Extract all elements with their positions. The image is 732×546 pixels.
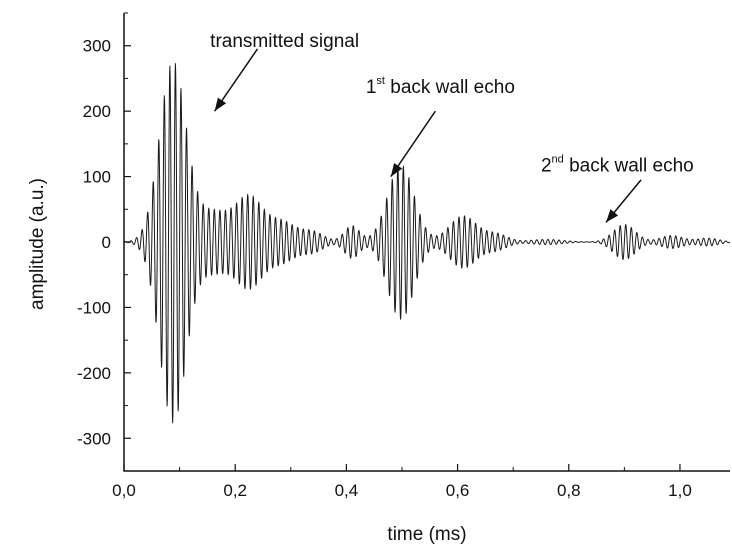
- annotation-arrow-head: [390, 163, 403, 177]
- x-tick-label: 1,0: [668, 481, 692, 500]
- y-axis: 300 200 100 0 -100 -200 -300: [77, 12, 131, 472]
- annotation-text: 2nd back wall echo: [541, 153, 694, 176]
- y-tick-label: 100: [83, 168, 111, 187]
- annotation-arrow-shaft: [390, 110, 436, 177]
- annotation-arrow-head: [214, 97, 227, 112]
- x-tick-label: 0,0: [112, 481, 136, 500]
- x-axis: 0,0 0,2 0,4 0,6 0,8 1,0: [112, 464, 692, 500]
- series-layer: [123, 63, 731, 424]
- x-tick-label: 0,2: [223, 481, 247, 500]
- annotation-echo1: 1st back wall echo: [366, 75, 515, 177]
- y-axis-title: amplitude (a.u.): [27, 178, 48, 310]
- y-tick-label: -300: [77, 429, 111, 448]
- y-tick-label: 200: [83, 102, 111, 121]
- waveform-series-line: [123, 63, 731, 424]
- y-tick-label: -200: [77, 364, 111, 383]
- x-axis-title: time (ms): [387, 524, 466, 545]
- annotation-transmitted: transmitted signal: [210, 31, 359, 112]
- x-tick-label: 0,8: [557, 481, 581, 500]
- x-tick-label: 0,6: [446, 481, 470, 500]
- annotation-text: transmitted signal: [210, 31, 359, 52]
- x-tick-label: 0,4: [335, 481, 359, 500]
- y-tick-label: 0: [102, 233, 111, 252]
- y-tick-label: -100: [77, 298, 111, 317]
- annotation-text: 1st back wall echo: [366, 75, 515, 98]
- annotation-arrow-head: [606, 209, 619, 223]
- y-tick-label: 300: [83, 37, 111, 56]
- annotation-echo2: 2nd back wall echo: [541, 153, 694, 223]
- annotation-layer: transmitted signal 1st back wall echo 2nd …: [210, 31, 694, 223]
